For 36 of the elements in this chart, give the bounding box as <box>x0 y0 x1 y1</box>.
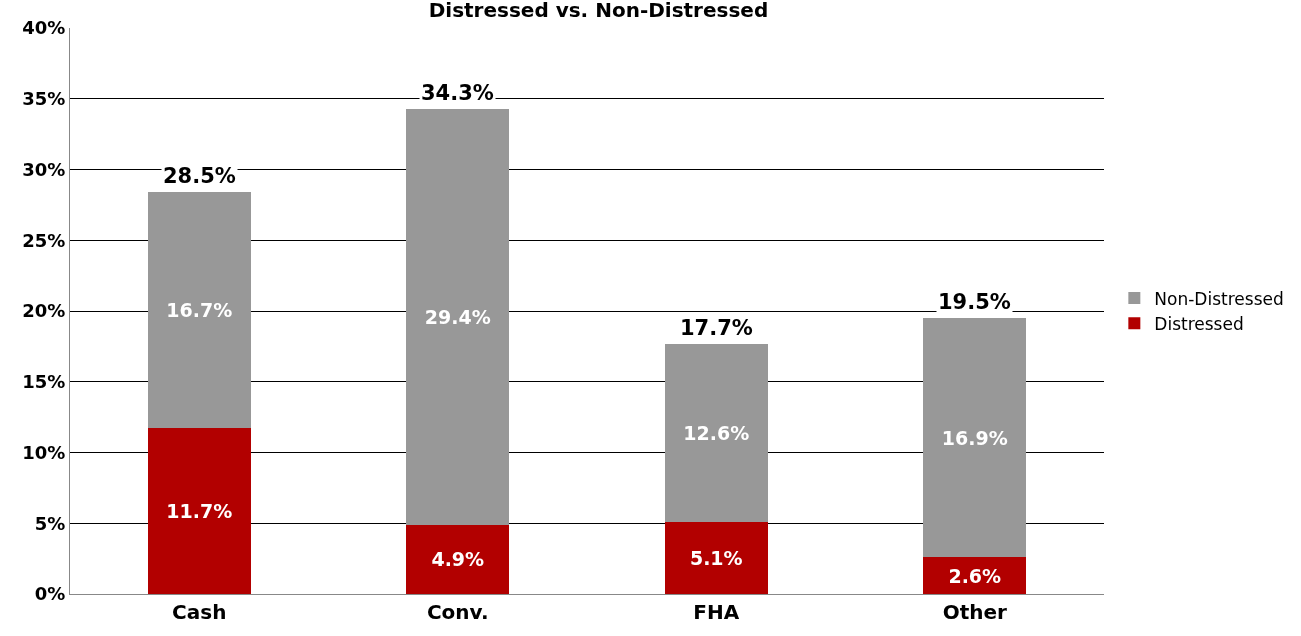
data-label: 11.7% <box>166 500 233 523</box>
y-tick-label: 5% <box>34 512 66 534</box>
bar <box>147 192 251 429</box>
y-tick-label: 15% <box>22 371 66 393</box>
y-tick-label: 0% <box>34 583 66 605</box>
data-label: 16.7% <box>166 299 233 322</box>
bar <box>406 524 510 594</box>
data-label: 16.9% <box>941 426 1008 449</box>
total-label: 28.5% <box>163 164 236 188</box>
bar <box>664 343 768 522</box>
bar <box>664 521 768 594</box>
data-label: 29.4% <box>424 305 491 328</box>
data-label: 2.6% <box>948 564 1002 587</box>
total-label: 17.7% <box>680 316 753 340</box>
legend-label: Distressed <box>1154 313 1244 334</box>
x-tick-label: FHA <box>693 600 740 624</box>
legend-label: Non-Distressed <box>1154 288 1284 309</box>
y-tick-label: 35% <box>22 88 66 110</box>
chart-title: Distressed vs. Non-Distressed <box>428 0 769 23</box>
bar <box>923 318 1027 558</box>
data-label: 4.9% <box>431 548 485 571</box>
data-label: 5.1% <box>689 546 743 569</box>
y-tick-label: 20% <box>22 300 66 322</box>
bar <box>406 108 510 525</box>
data-label: 12.6% <box>683 421 750 444</box>
total-label: 19.5% <box>938 290 1011 314</box>
total-label: 34.3% <box>421 81 494 105</box>
y-tick-label: 30% <box>22 158 66 180</box>
x-tick-label: Cash <box>172 600 227 624</box>
bar <box>147 428 251 594</box>
y-tick-label: 10% <box>22 441 66 463</box>
bar <box>923 557 1027 594</box>
x-tick-label: Conv. <box>426 600 489 624</box>
y-tick-label: 40% <box>22 17 66 39</box>
x-tick-label: Other <box>942 600 1007 624</box>
y-tick-label: 25% <box>22 229 66 251</box>
